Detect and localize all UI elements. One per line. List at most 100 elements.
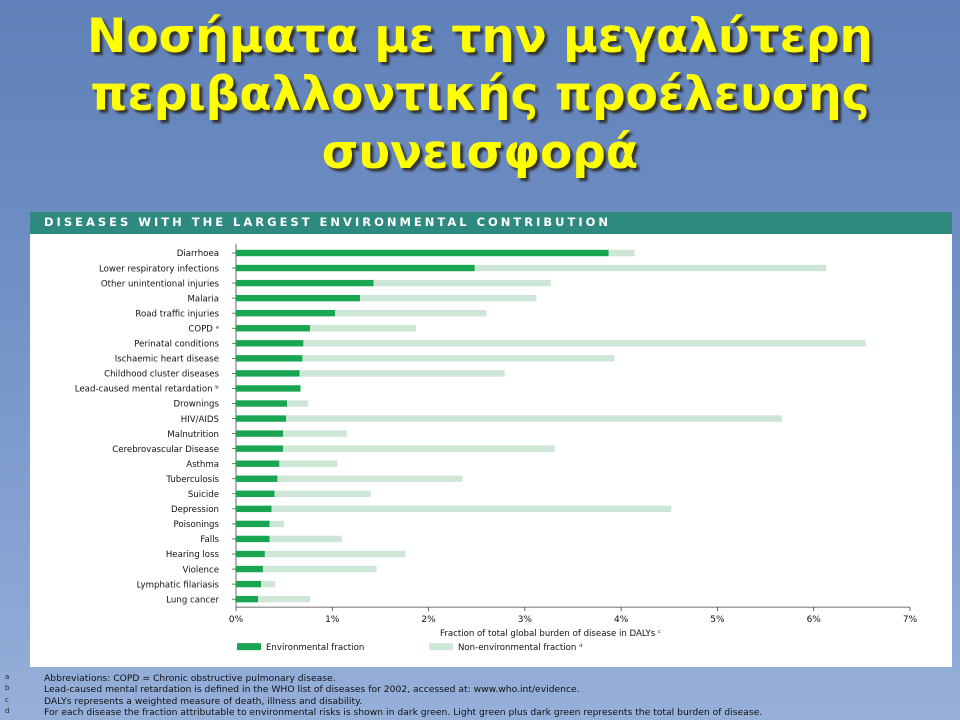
bar-environmental — [236, 520, 270, 528]
bar-environmental — [236, 294, 361, 302]
category-label: Ischaemic heart disease — [115, 355, 219, 365]
bar-non-environmental — [283, 430, 347, 437]
footnotes: a Abbreviations: COPD = Chronic obstructi… — [5, 673, 952, 718]
category-label: Lung cancer — [166, 595, 219, 605]
bar-environmental — [236, 475, 278, 482]
category-label: Violence — [183, 565, 219, 575]
bar-environmental — [236, 430, 284, 437]
bar-environmental — [236, 415, 287, 422]
category-label: Malaria — [187, 294, 219, 304]
bar-non-environmental — [335, 310, 487, 317]
bar-non-environmental — [262, 565, 377, 573]
slide-title: Νοσήματα με την μεγαλύτερη περιβαλλοντικ… — [0, 8, 960, 182]
bar-environmental — [236, 460, 280, 467]
bar-chart: Diarrhoea Lower respiratory infections Oth… — [75, 244, 918, 653]
bar-non-environmental — [474, 264, 827, 272]
bar-non-environmental — [310, 325, 417, 332]
bar-non-environmental — [264, 550, 406, 558]
category-label: Poisonings — [174, 520, 220, 530]
bar-environmental — [236, 325, 311, 332]
bar-environmental — [236, 445, 284, 452]
x-tick-label: 3% — [518, 615, 533, 625]
bar-environmental — [236, 580, 262, 588]
bar-non-environmental — [269, 535, 342, 543]
footnote-b: b Lead-caused mental retardation is defin… — [5, 684, 952, 696]
bar-non-environmental — [287, 400, 309, 407]
chart-header-band: DISEASES WITH THE LARGEST ENVIRONMENTAL … — [30, 212, 952, 234]
footnote-d: d For each disease the fraction attributa… — [5, 706, 952, 718]
bar-environmental — [236, 385, 301, 392]
footnote-text: Abbreviations: COPD = Chronic obstructiv… — [44, 673, 336, 684]
category-label: HIV/AIDS — [181, 415, 219, 425]
legend-swatch-non-environmental — [429, 643, 453, 651]
footnote-letter: c — [5, 695, 9, 704]
bar-non-environmental — [302, 355, 615, 362]
category-label: Lymphatic filariasis — [137, 580, 220, 590]
category-label: Road traffic injuries — [135, 309, 219, 319]
category-label: Other unintentional injuries — [101, 279, 220, 289]
category-label: Falls — [200, 535, 219, 545]
bar-environmental — [236, 310, 336, 317]
slide-title-line-3: συνεισφορά — [321, 125, 639, 180]
x-tick-label: 1% — [325, 615, 340, 625]
bar-non-environmental — [279, 460, 338, 467]
bar-environmental — [236, 264, 475, 272]
x-tick-label: 6% — [807, 615, 822, 625]
bar-environmental — [236, 279, 374, 287]
legend-label-non-environmental: Non-environmental fraction ᵈ — [458, 643, 583, 653]
bar-non-environmental — [277, 475, 463, 482]
legend-swatch-environmental — [237, 643, 261, 651]
category-label: Lead-caused mental retardation ᵇ — [75, 385, 220, 395]
category-label: Suicide — [188, 490, 219, 500]
bar-environmental — [236, 400, 288, 407]
footnote-text: Lead-caused mental retardation is define… — [44, 684, 580, 696]
bar-non-environmental — [269, 520, 285, 528]
bar-non-environmental — [258, 595, 311, 603]
bar-environmental — [236, 565, 263, 573]
category-label: Diarrhoea — [177, 249, 219, 259]
bar-non-environmental — [299, 370, 505, 377]
bar-non-environmental — [360, 294, 537, 302]
x-axis-label: Fraction of total global burden of disea… — [440, 629, 661, 639]
bar-non-environmental — [286, 415, 782, 422]
bar-non-environmental — [283, 445, 555, 452]
bar-non-environmental — [274, 490, 371, 497]
category-label: Perinatal conditions — [134, 340, 219, 350]
x-tick-label: 7% — [903, 615, 918, 625]
slide-title-line-1: Νοσήματα με την μεγαλύτερη — [87, 9, 873, 64]
x-tick-label: 0% — [229, 615, 244, 625]
bar-non-environmental — [303, 340, 866, 347]
footnote-letter: a — [5, 673, 10, 681]
bar-environmental — [236, 370, 300, 377]
x-tick-label: 5% — [710, 615, 725, 625]
bar-environmental — [236, 355, 303, 362]
category-label: Depression — [171, 505, 219, 515]
slide-title-line-2: περιβαλλοντικής προέλευσης — [90, 67, 870, 122]
bar-environmental — [236, 505, 272, 513]
footnote-c: c DALYs represents a weighted measure of … — [5, 695, 952, 707]
category-label: Cerebrovascular Disease — [112, 445, 219, 455]
category-label: Asthma — [186, 460, 219, 470]
x-tick-label: 2% — [421, 615, 436, 625]
bar-environmental — [236, 595, 259, 603]
footnote-text: DALYs represents a weighted measure of d… — [44, 695, 363, 707]
chart-panel: DISEASES WITH THE LARGEST ENVIRONMENTAL … — [30, 212, 952, 667]
category-label: Lower respiratory infections — [99, 264, 220, 274]
bar-non-environmental — [261, 580, 276, 588]
bar-non-environmental — [271, 505, 672, 513]
footnote-letter: b — [5, 684, 10, 693]
category-label: Hearing loss — [166, 550, 220, 560]
chart-title: DISEASES WITH THE LARGEST ENVIRONMENTAL … — [44, 215, 612, 229]
footnote-letter: d — [5, 706, 10, 715]
bar-non-environmental — [608, 249, 635, 257]
category-label: Malnutrition — [167, 430, 219, 440]
bar-environmental — [236, 535, 270, 543]
bar-environmental — [236, 249, 609, 257]
category-label: Childhood cluster diseases — [104, 370, 219, 380]
bar-non-environmental — [373, 279, 551, 287]
bar-environmental — [236, 490, 275, 497]
bar-environmental — [236, 550, 265, 558]
footnote-text: For each disease the fraction attributab… — [44, 706, 763, 718]
category-label: Drownings — [174, 400, 220, 410]
bar-environmental — [236, 340, 304, 347]
